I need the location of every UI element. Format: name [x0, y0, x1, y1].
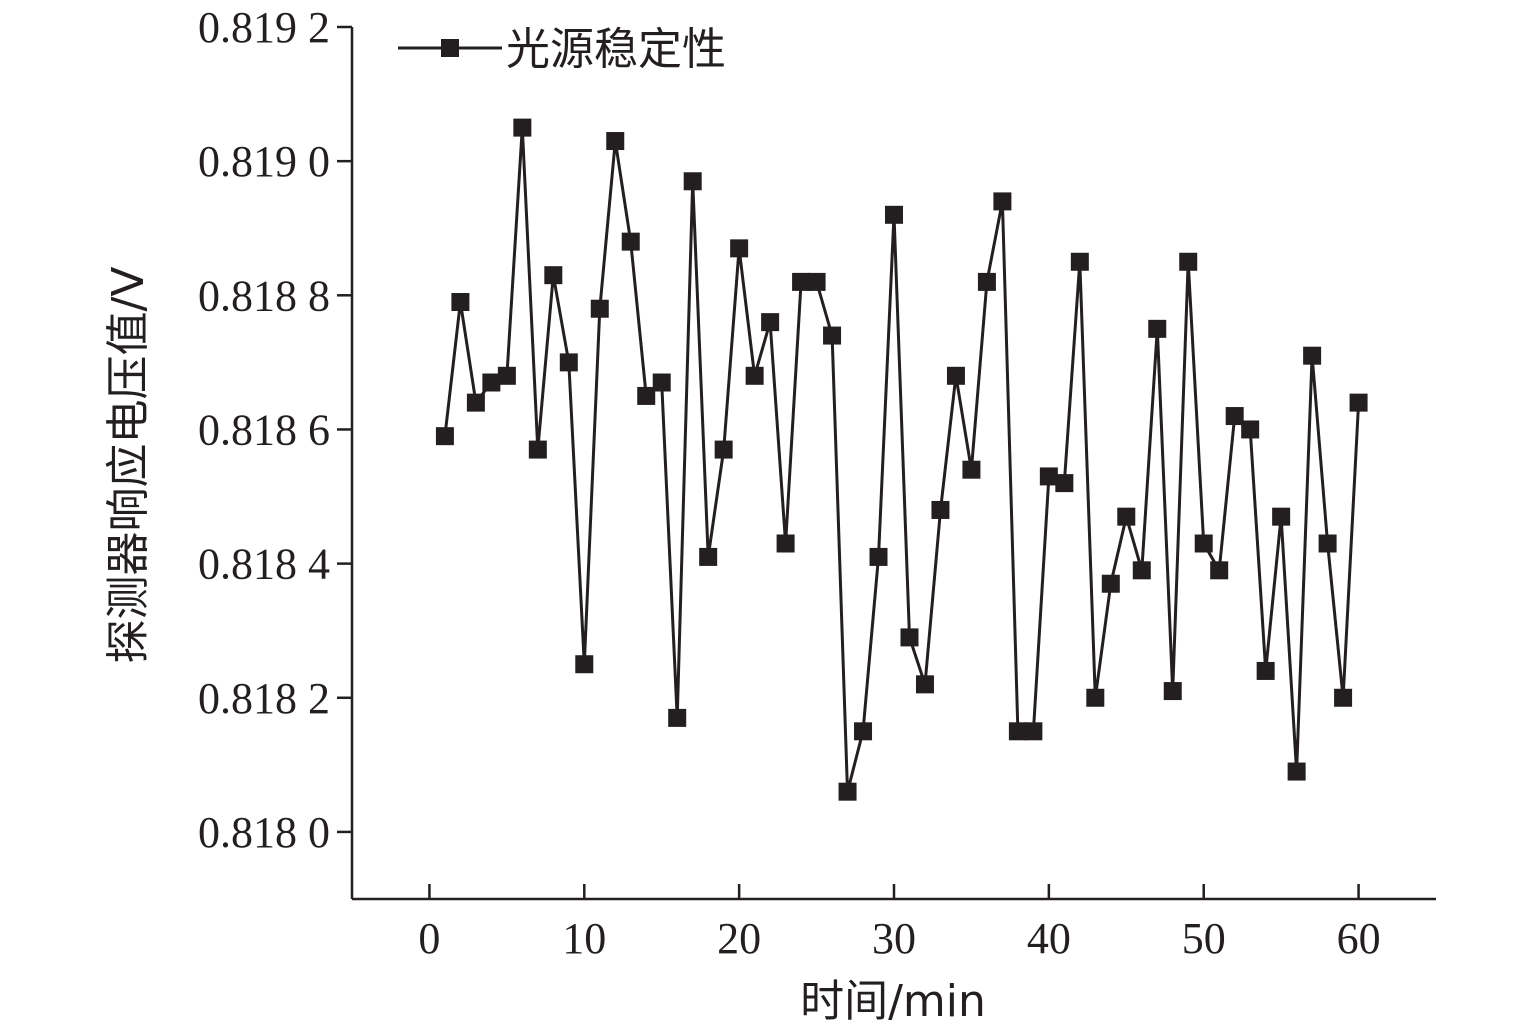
data-point: [854, 722, 873, 741]
data-point: [1303, 346, 1322, 365]
x-tick-label: 60: [1337, 914, 1381, 963]
data-point: [1272, 507, 1291, 526]
data-point: [1132, 561, 1151, 580]
data-point: [962, 460, 981, 479]
data-point: [761, 313, 780, 332]
data-point: [683, 172, 702, 191]
data-point: [1117, 507, 1136, 526]
data-point: [451, 293, 470, 312]
data-point: [1210, 561, 1229, 580]
y-axis-ticks: 0.818 0 0.818 2 0.818 4 0.818 6 0.818 8 0.819…: [198, 3, 352, 857]
series-group: [435, 118, 1368, 801]
data-point: [1256, 661, 1275, 680]
data-point: [1039, 467, 1058, 486]
data-point: [1241, 420, 1260, 439]
data-point: [528, 440, 547, 459]
data-point: [745, 366, 764, 385]
data-point: [435, 427, 454, 446]
y-tick-label: 0.818 2: [198, 674, 330, 723]
legend-marker: [441, 39, 459, 57]
y-tick-label: 0.819 2: [198, 3, 330, 52]
data-point: [730, 239, 749, 258]
data-point: [1334, 688, 1353, 707]
x-tick-label: 50: [1182, 914, 1226, 963]
data-point: [1349, 393, 1368, 412]
data-point: [1194, 534, 1213, 553]
series-line: [443, 127, 1361, 793]
data-point: [559, 353, 578, 372]
data-point: [776, 534, 795, 553]
y-tick-label: 0.818 0: [198, 808, 330, 857]
data-point: [1070, 252, 1089, 271]
data-point: [977, 272, 996, 291]
data-point: [1024, 722, 1043, 741]
data-point: [838, 782, 857, 801]
data-point: [885, 205, 903, 224]
data-point: [590, 299, 609, 318]
data-point: [1287, 762, 1306, 781]
data-point: [869, 547, 888, 566]
data-point: [497, 366, 516, 385]
data-point: [1086, 688, 1105, 707]
data-point: [993, 192, 1012, 211]
data-point: [621, 232, 640, 251]
x-tick-label: 30: [872, 914, 916, 963]
data-point: [652, 373, 671, 392]
data-point: [606, 132, 625, 151]
data-point: [915, 675, 934, 694]
data-point: [482, 373, 501, 392]
data-point: [544, 266, 563, 285]
data-point: [1055, 474, 1074, 493]
x-tick-label: 20: [717, 914, 761, 963]
y-tick-label: 0.819 0: [198, 137, 330, 186]
data-point: [946, 366, 965, 385]
data-point: [513, 118, 532, 137]
data-point: [699, 547, 718, 566]
data-point: [1225, 407, 1244, 426]
x-axis-label: 时间/min: [800, 976, 986, 1027]
data-point: [792, 272, 811, 291]
x-axis-ticks: 0 10 20 30 40 50 60: [418, 884, 1381, 963]
data-point: [823, 326, 842, 345]
x-tick-label: 0: [418, 914, 440, 963]
data-point: [668, 708, 687, 727]
data-point: [1008, 722, 1027, 741]
x-tick-label: 10: [562, 914, 606, 963]
data-point: [1318, 534, 1337, 553]
legend: 光源稳定性: [398, 24, 726, 75]
data-point: [1163, 682, 1182, 701]
y-tick-label: 0.818 8: [198, 271, 330, 320]
y-tick-label: 0.818 6: [198, 405, 330, 454]
data-point: [466, 393, 485, 412]
data-point: [931, 500, 950, 519]
data-point: [807, 272, 826, 291]
legend-entry-label: 光源稳定性: [506, 24, 726, 75]
data-point: [900, 628, 919, 647]
data-point: [637, 386, 656, 405]
data-point: [1179, 252, 1198, 271]
data-point: [575, 655, 594, 674]
y-tick-label: 0.818 4: [198, 540, 330, 589]
data-point: [714, 440, 733, 459]
data-point: [1101, 574, 1120, 593]
x-tick-label: 40: [1027, 914, 1071, 963]
data-point: [1148, 319, 1167, 338]
y-axis-label: 探测器响应电压值/V: [103, 267, 154, 664]
axes: [350, 27, 1436, 901]
